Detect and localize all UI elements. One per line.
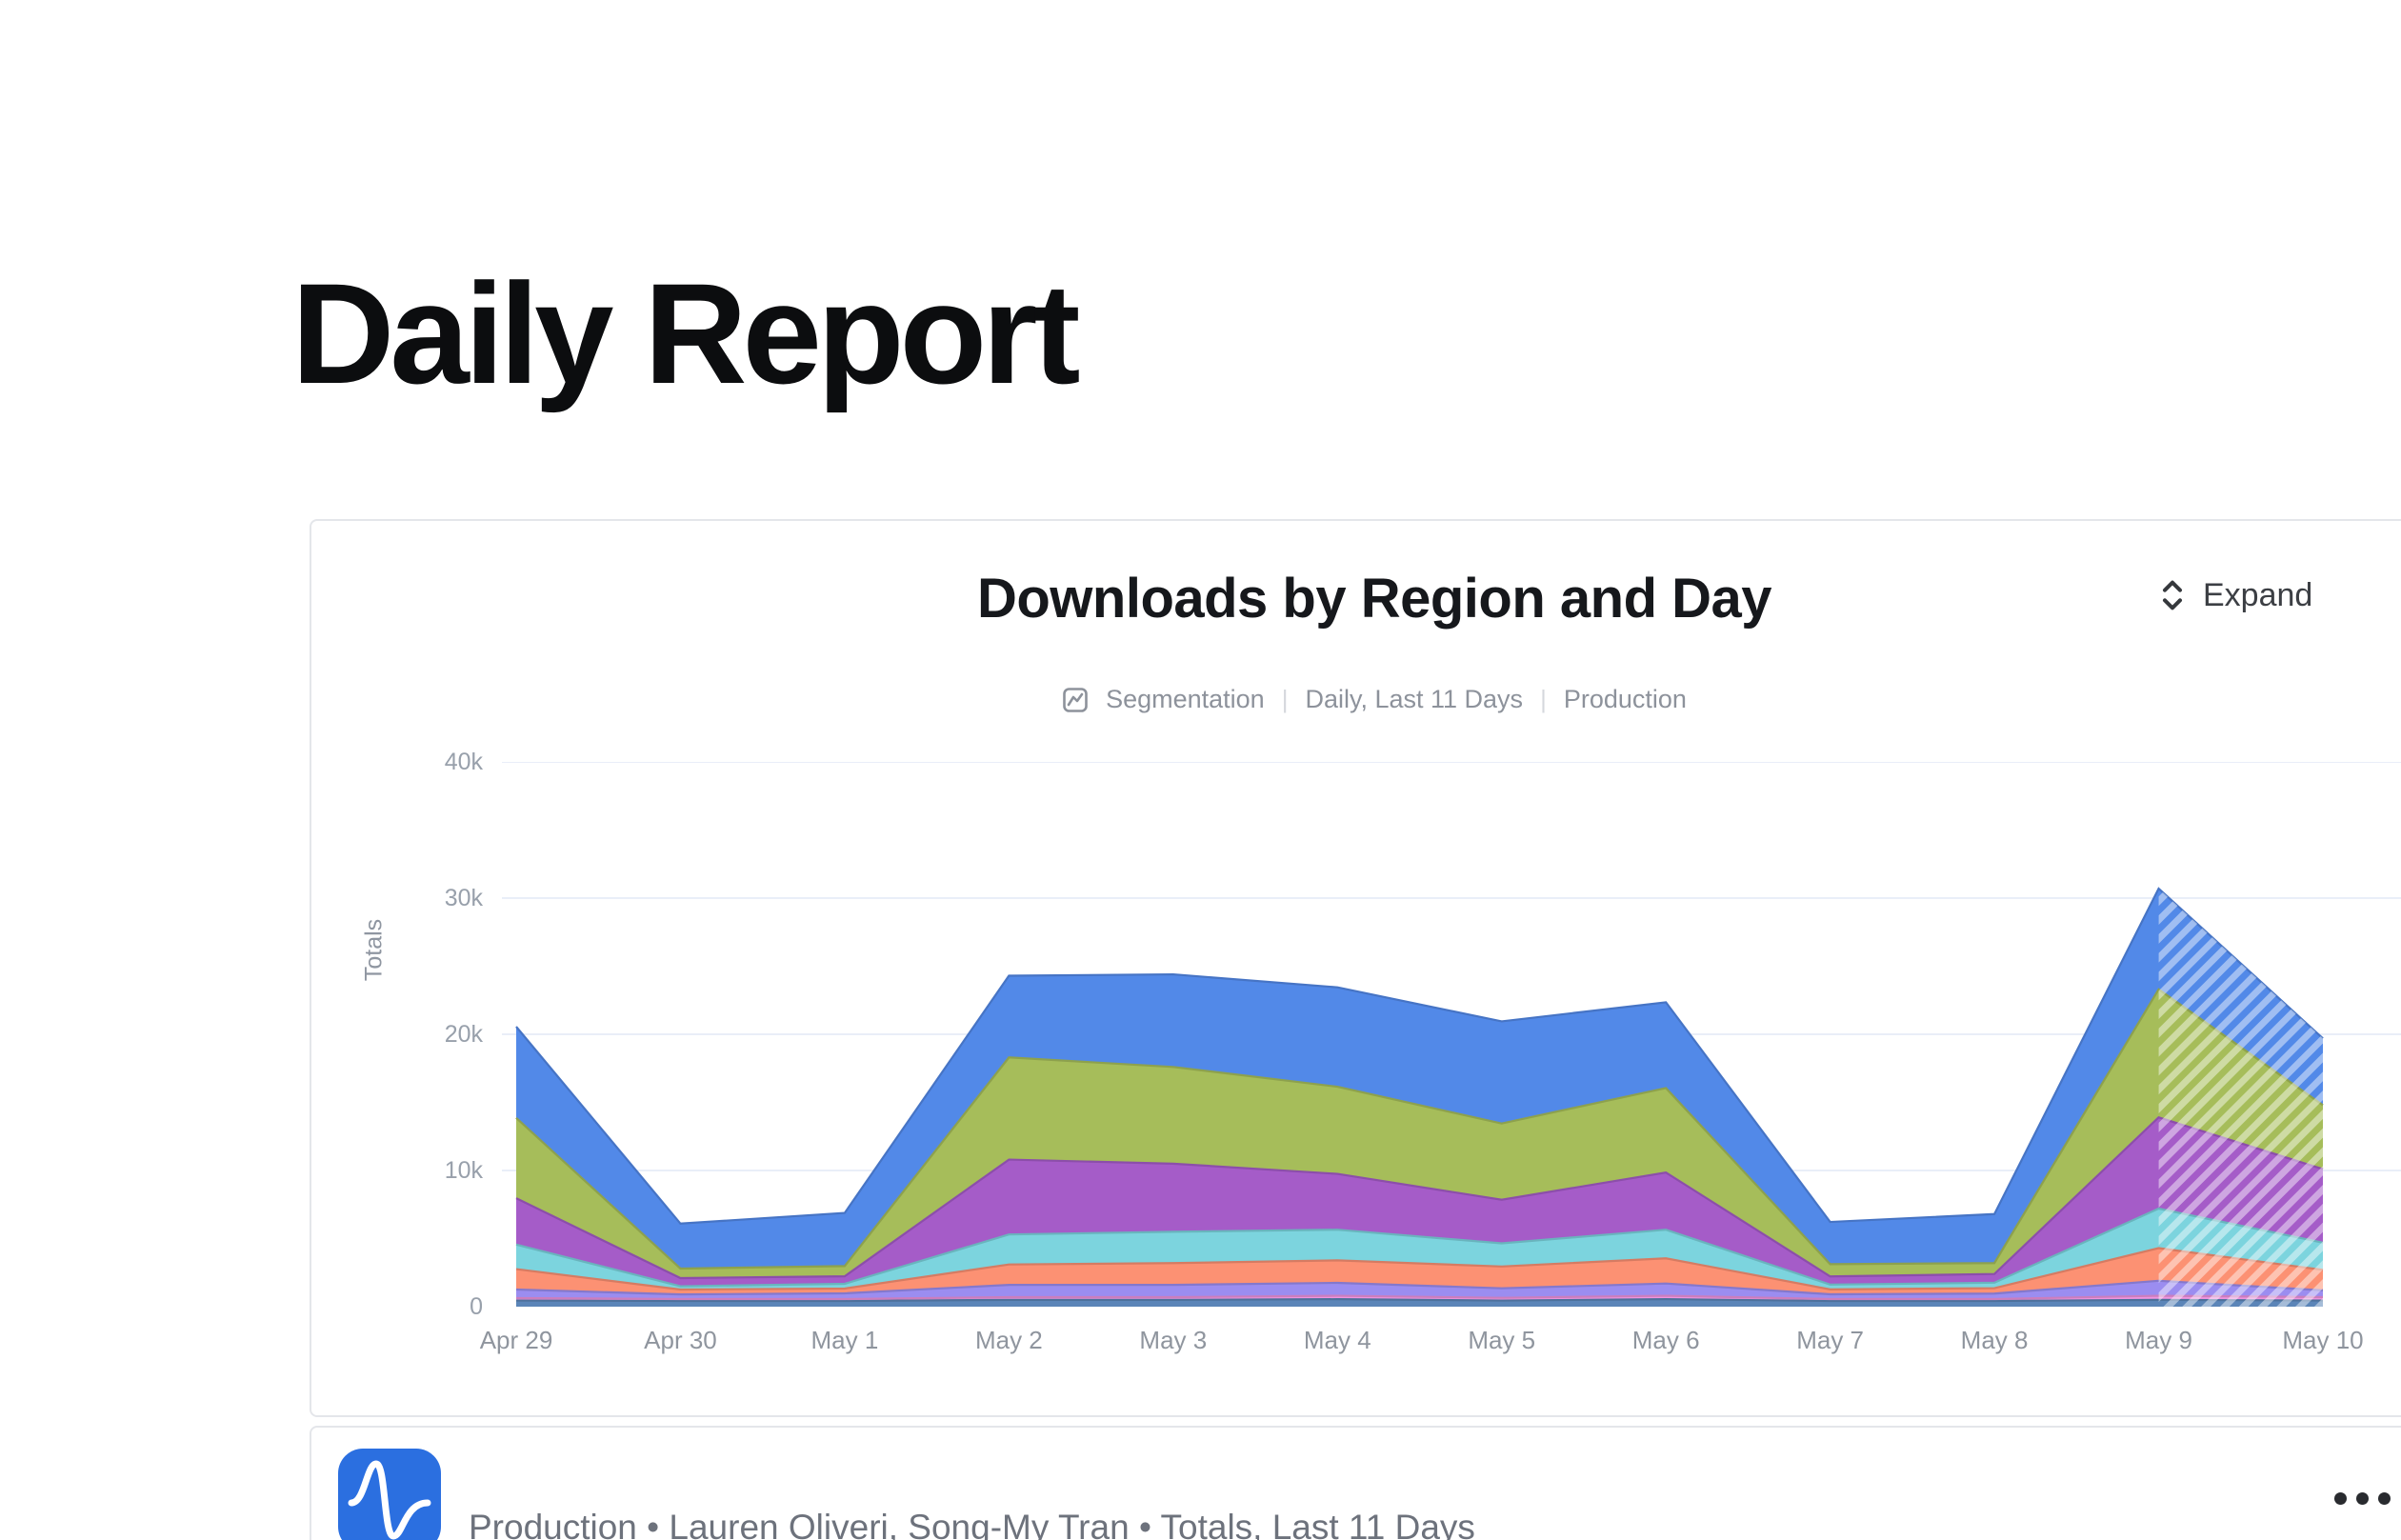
chart-summary: Production • Lauren Oliveri, Song-My Tra…	[469, 1508, 1475, 1540]
y-tick-label: 20k	[444, 1021, 483, 1048]
project-label[interactable]: Production	[1563, 685, 1687, 713]
x-tick-label: Apr 29	[479, 1326, 553, 1354]
segmentation-chart-icon	[1062, 687, 1089, 713]
x-tick-label: May 7	[1796, 1326, 1865, 1354]
x-tick-label: May 6	[1631, 1326, 1700, 1354]
x-tick-label: May 10	[2282, 1326, 2364, 1354]
more-options-button[interactable]	[2329, 1487, 2396, 1510]
y-tick-label: 30k	[444, 885, 483, 911]
chart-card: Downloads by Region and Day Expand Segme…	[310, 519, 2401, 1417]
x-tick-label: May 8	[1960, 1326, 2029, 1354]
amplitude-logo	[338, 1449, 441, 1540]
y-tick-label: 10k	[444, 1157, 483, 1184]
x-tick-label: Apr 30	[644, 1326, 717, 1354]
stacked-area-chart[interactable]	[502, 762, 2401, 1307]
x-tick-label: May 1	[810, 1326, 879, 1354]
chart-type-label[interactable]: Segmentation	[1106, 685, 1265, 713]
y-axis-labels: 0 10k 20k 30k 40k	[388, 749, 483, 1320]
y-tick-label: 40k	[444, 749, 483, 775]
y-tick-label: 0	[470, 1293, 483, 1320]
x-tick-label: May 9	[2125, 1326, 2192, 1354]
summary-card: Production • Lauren Oliveri, Song-My Tra…	[310, 1426, 2401, 1540]
page-title: Daily Report	[291, 253, 1081, 413]
y-axis-title: Totals	[360, 918, 388, 982]
chart-title: Downloads by Region and Day	[976, 568, 1772, 630]
x-tick-label: May 2	[974, 1326, 1043, 1354]
x-axis-labels: Apr 29 Apr 30 May 1 May 2 May 3 May 4 May 5 May…	[480, 1326, 2401, 1364]
expand-button[interactable]: Expand	[2150, 570, 2320, 620]
unfold-icon	[2157, 576, 2188, 614]
meta-separator: |	[1281, 685, 1289, 713]
meta-separator: |	[1540, 685, 1547, 713]
chart-meta: Segmentation | Daily, Last 11 Days | Pro…	[311, 685, 2401, 714]
amplitude-wave-icon	[348, 1460, 431, 1540]
expand-label: Expand	[2203, 576, 2313, 613]
x-tick-label: May 5	[1468, 1326, 1536, 1354]
x-tick-label: May 3	[1139, 1326, 1208, 1354]
date-range-label[interactable]: Daily, Last 11 Days	[1305, 685, 1524, 713]
x-tick-label: May 4	[1303, 1326, 1371, 1354]
